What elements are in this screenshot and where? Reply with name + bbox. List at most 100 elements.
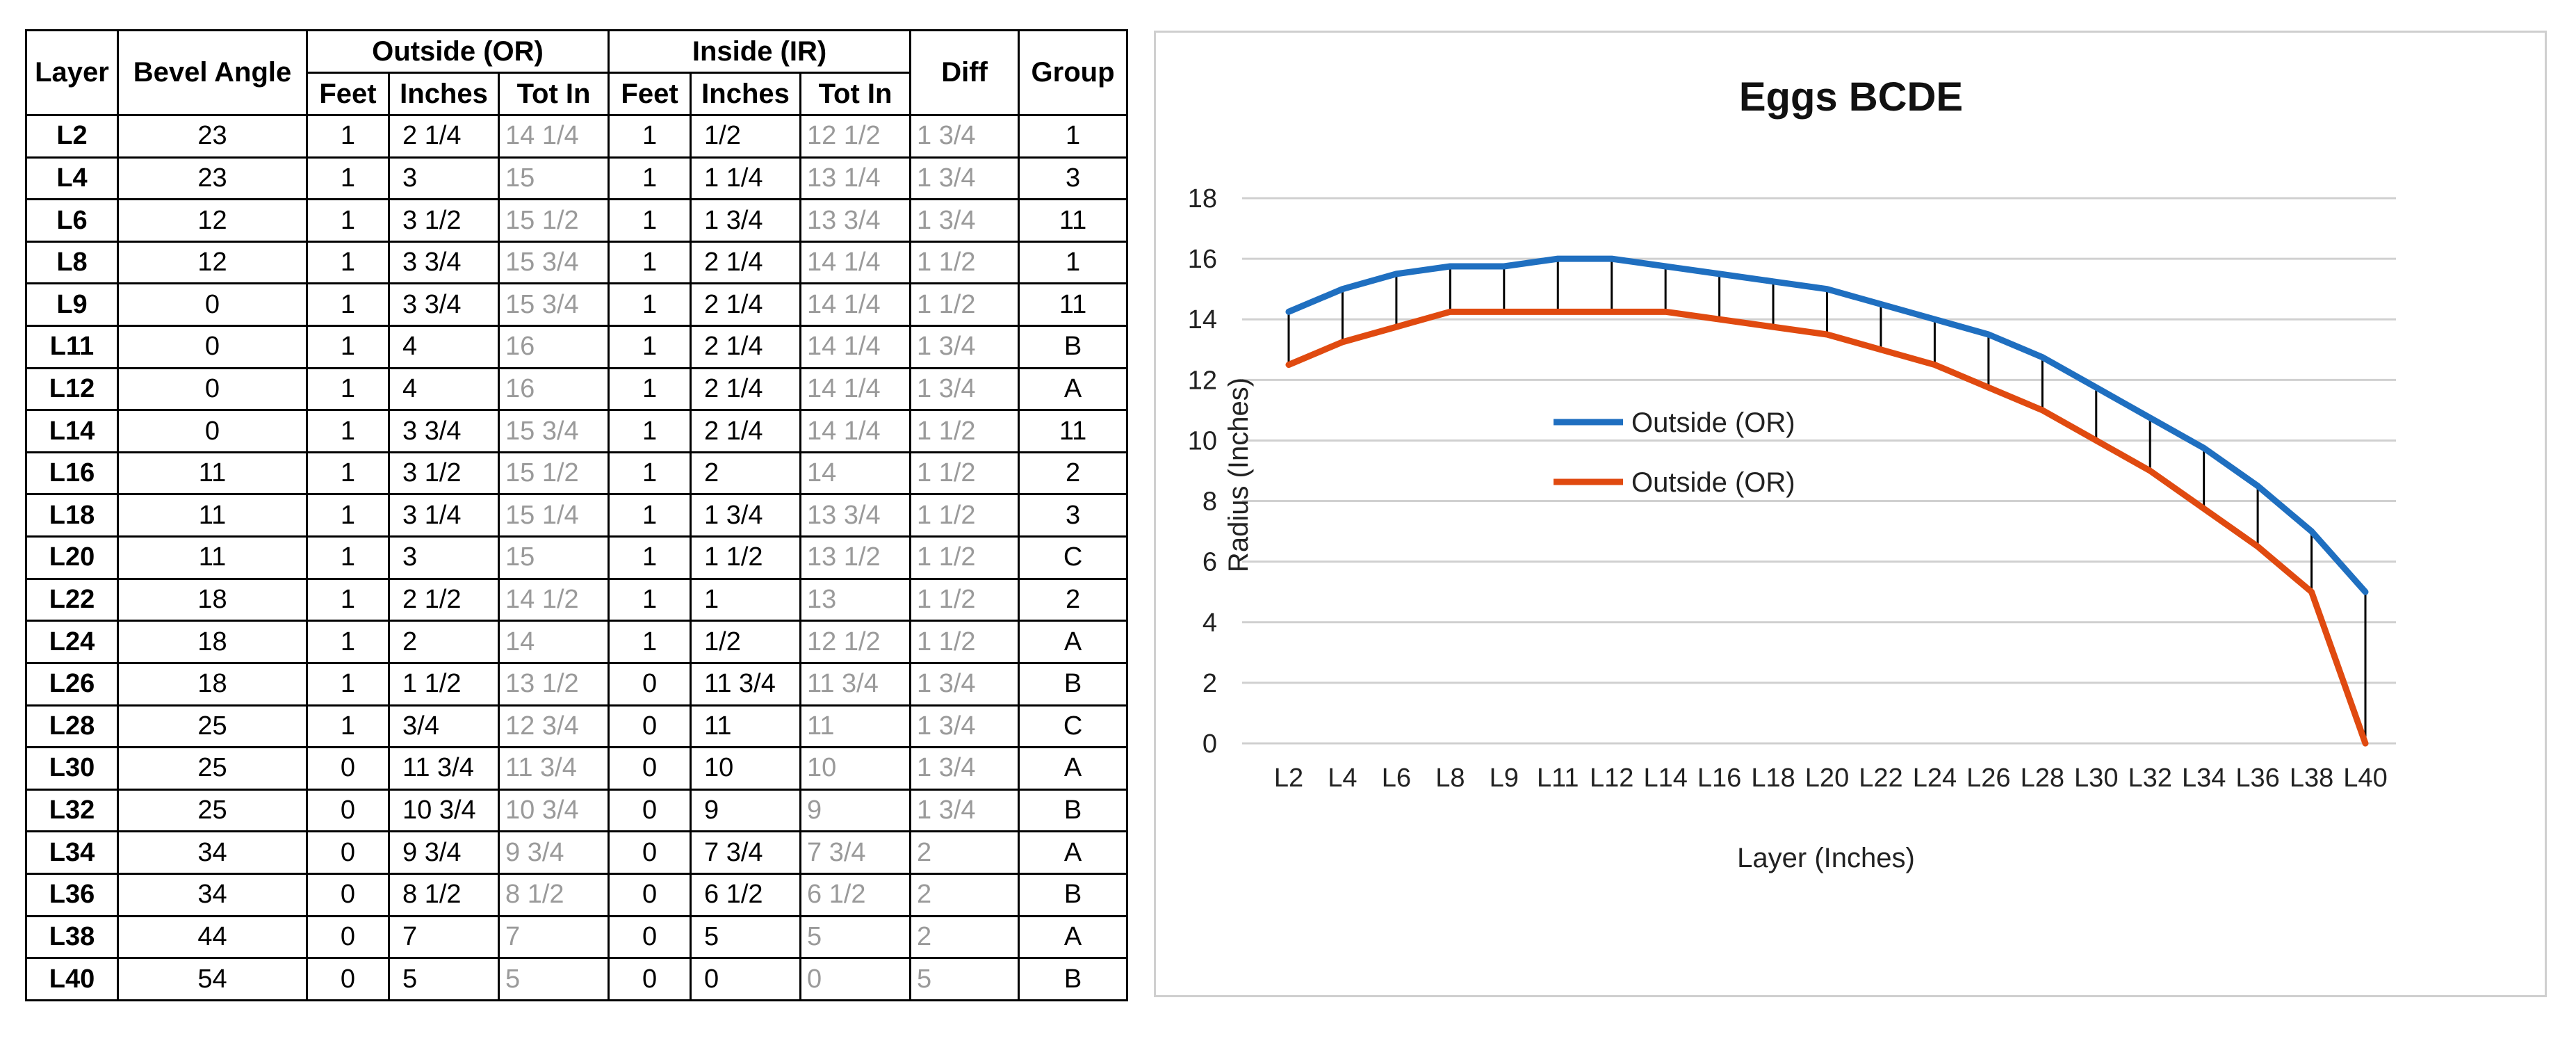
cell-bevel-angle: 44 [117,914,308,960]
header-or-feet: Feet [306,72,390,116]
series-line-2 [1285,308,2369,747]
cell-group: B [1018,325,1129,369]
cell-ir-feet: 1 [608,114,692,159]
cell-or-feet: 1 [306,156,390,201]
cell-group: 1 [1018,114,1129,159]
cell-ir-inches: 10 [690,746,802,791]
cell-layer: L4 [25,156,119,201]
cell-bevel-angle: 34 [117,830,308,875]
cell-ir-tot-in: 13 3/4 [799,198,912,243]
cell-ir-tot-in: 7 3/4 [799,830,912,875]
cell-group: B [1018,788,1129,833]
cell-or-inches: 2 1/4 [388,114,500,159]
cell-group: 11 [1018,198,1129,243]
cell-diff: 5 [909,957,1020,1001]
cell-diff: 1 3/4 [909,788,1020,833]
x-tick-label: L30 [2074,764,2118,793]
cell-bevel-angle: 18 [117,661,308,707]
cell-or-feet: 1 [306,325,390,369]
cell-group: 2 [1018,451,1129,496]
cell-or-inches: 3 1/2 [388,451,500,496]
cell-or-feet: 0 [306,872,390,917]
table-row: L32 25 0 10 3/4 10 3/4 0 9 9 1 3/4 B [25,788,1129,833]
cell-ir-inches: 1 [690,577,802,622]
cell-bevel-angle: 11 [117,493,308,538]
x-tick-label: L38 [2290,764,2333,793]
cell-bevel-angle: 0 [117,409,308,453]
cell-layer: L8 [25,240,119,285]
cell-layer: L36 [25,872,119,917]
cell-or-inches: 3 3/4 [388,282,500,328]
y-tick-label: 4 [1203,608,1217,638]
cell-or-feet: 1 [306,577,390,622]
cell-bevel-angle: 0 [117,282,308,328]
cell-ir-inches: 11 3/4 [690,661,802,707]
cell-or-tot-in: 7 [497,914,610,960]
cell-ir-inches: 11 [690,704,802,749]
cell-ir-feet: 1 [608,493,692,538]
cell-or-feet: 1 [306,282,390,328]
cell-ir-feet: 1 [608,620,692,664]
cell-diff: 1 3/4 [909,366,1020,412]
chart-title: Eggs BCDE [1739,74,1963,120]
cell-or-inches: 3 [388,535,500,580]
cell-ir-inches: 2 1/4 [690,366,802,412]
cell-bevel-angle: 25 [117,746,308,791]
cell-ir-inches: 1 1/4 [690,156,802,201]
table-row: L11 0 1 4 16 1 2 1/4 14 1/4 1 3/4 B [25,325,1129,369]
cell-or-tot-in: 15 1/4 [497,493,610,538]
cell-ir-inches: 6 1/2 [690,872,802,917]
cell-ir-inches: 1 3/4 [690,198,802,243]
cell-ir-tot-in: 14 1/4 [799,282,912,328]
cell-ir-tot-in: 12 1/2 [799,114,912,159]
cell-diff: 1 3/4 [909,704,1020,749]
cell-ir-tot-in: 0 [799,957,912,1001]
cell-group: A [1018,620,1129,664]
cell-or-tot-in: 15 3/4 [497,240,610,285]
x-tick-label: L16 [1697,764,1741,793]
cell-or-inches: 3 1/2 [388,198,500,243]
x-tick-label: L26 [1966,764,2010,793]
cell-ir-inches: 2 1/4 [690,240,802,285]
y-tick-label: 14 [1188,305,1217,334]
cell-ir-tot-in: 11 [799,704,912,749]
cell-group: C [1018,704,1129,749]
cell-group: 3 [1018,493,1129,538]
cell-or-tot-in: 15 1/2 [497,198,610,243]
cell-bevel-angle: 18 [117,577,308,622]
header-inside: Inside (IR) [608,29,912,74]
cell-or-inches: 3 3/4 [388,240,500,285]
cell-ir-tot-in: 13 [799,577,912,622]
y-tick-label: 16 [1188,245,1217,274]
cell-or-tot-in: 16 [497,366,610,412]
cell-ir-tot-in: 13 1/4 [799,156,912,201]
x-tick-label: L24 [1913,764,1957,793]
header-group: Group [1018,29,1129,116]
series-line-1 [1285,255,2369,595]
cell-diff: 2 [909,872,1020,917]
cell-ir-feet: 1 [608,366,692,412]
cell-layer: L11 [25,325,119,369]
cell-ir-feet: 0 [608,957,692,1001]
x-tick-label: L20 [1805,764,1849,793]
cell-ir-inches: 2 1/4 [690,282,802,328]
cell-ir-inches: 1 3/4 [690,493,802,538]
cell-ir-tot-in: 14 [799,451,912,496]
x-tick-label: L8 [1435,764,1465,793]
chart-panel: Eggs BCDE 0 2 4 6 8 10 12 14 16 18 L2 L4 L6 L8 L9 L11 L… [1154,31,2547,997]
cell-ir-inches: 2 [690,451,802,496]
cell-or-tot-in: 16 [497,325,610,369]
cell-group: A [1018,830,1129,875]
cell-group: B [1018,957,1129,1001]
cell-ir-inches: 7 3/4 [690,830,802,875]
cell-or-inches: 9 3/4 [388,830,500,875]
cell-ir-feet: 0 [608,746,692,791]
cell-layer: L34 [25,830,119,875]
cell-ir-feet: 1 [608,451,692,496]
y-tick-label: 6 [1203,548,1217,577]
cell-group: 1 [1018,240,1129,285]
cell-diff: 1 3/4 [909,156,1020,201]
cell-or-feet: 1 [306,620,390,664]
table-row: L40 54 0 5 5 0 0 0 5 B [25,957,1129,1001]
cell-or-inches: 3 [388,156,500,201]
